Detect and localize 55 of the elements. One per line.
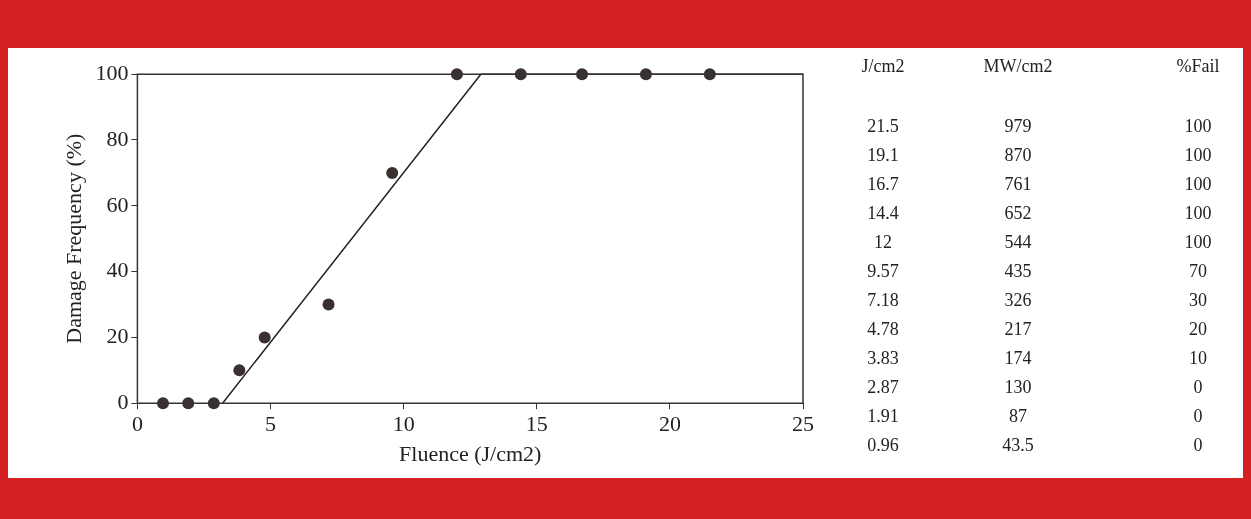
text: 10 <box>1189 348 1207 369</box>
y-tick-label: 60 <box>106 191 129 217</box>
text: 0 <box>1193 377 1203 398</box>
text: 14.4 <box>867 203 899 224</box>
text: 7.18 <box>867 290 899 311</box>
text: 979 <box>1004 116 1032 137</box>
text: 87 <box>1009 406 1027 427</box>
text: 544 <box>1004 232 1032 253</box>
text: 435 <box>1004 261 1032 282</box>
text: 100 <box>1184 145 1212 166</box>
point <box>233 364 246 377</box>
text: 100 <box>1184 174 1212 195</box>
text: 4.78 <box>867 319 899 340</box>
text: 217 <box>1004 319 1032 340</box>
text: 12 <box>874 232 892 253</box>
point <box>386 166 399 179</box>
x-axis-title: Fluence (J/cm2) <box>399 440 542 466</box>
text: 652 <box>1004 203 1032 224</box>
text: 100 <box>1184 116 1212 137</box>
x-tick-label: 25 <box>792 411 814 437</box>
y-tick-label: 80 <box>106 125 129 151</box>
y-axis-title: Damage Frequency (%) <box>60 133 86 344</box>
text: 30 <box>1189 290 1207 311</box>
x-tick-label: 10 <box>392 411 415 437</box>
text: 761 <box>1004 174 1032 195</box>
text: 9.57 <box>867 261 899 282</box>
y-tick-label: 0 <box>117 388 129 414</box>
x-tick-label: 15 <box>525 411 548 437</box>
text: 130 <box>1004 377 1032 398</box>
text: 19.1 <box>867 145 899 166</box>
text: 21.5 <box>867 116 899 137</box>
text: 16.7 <box>867 174 899 195</box>
category-label: %Fail <box>1176 56 1220 77</box>
text: 2.87 <box>867 377 899 398</box>
text: 100 <box>1184 232 1212 253</box>
text: 870 <box>1004 145 1032 166</box>
text: 100 <box>1184 203 1212 224</box>
y-tick-label: 100 <box>95 59 129 85</box>
point <box>322 298 335 311</box>
x-tick-label: 5 <box>265 411 277 437</box>
text: 70 <box>1189 261 1207 282</box>
text: 0.96 <box>867 435 899 456</box>
point <box>258 331 271 344</box>
y-tick-label: 40 <box>106 257 129 283</box>
text: 3.83 <box>867 348 899 369</box>
text: 174 <box>1004 348 1032 369</box>
text: 326 <box>1004 290 1032 311</box>
text: 0 <box>1193 435 1203 456</box>
text: 1.91 <box>867 406 899 427</box>
text: 20 <box>1189 319 1207 340</box>
y-tick-label: 20 <box>106 323 129 349</box>
category-label: J/cm2 <box>861 56 905 77</box>
category-label: MW/cm2 <box>983 56 1053 77</box>
x-tick-label: 20 <box>658 411 681 437</box>
text: 43.5 <box>1002 435 1034 456</box>
